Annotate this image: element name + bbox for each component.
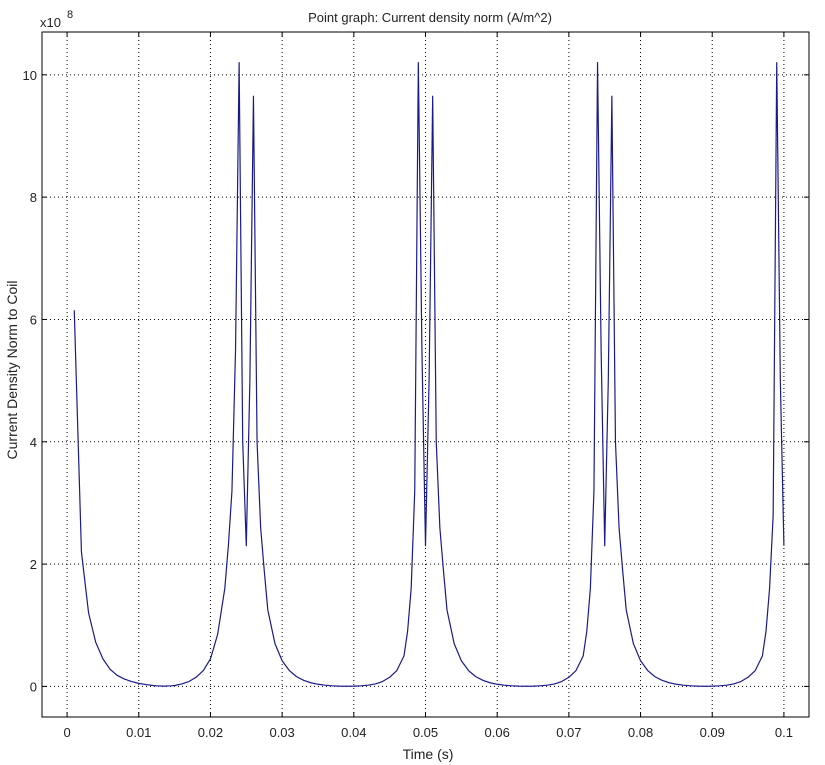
x-tick-label: 0.03 [269, 725, 294, 740]
x-tick-label: 0.01 [126, 725, 151, 740]
y-tick-label: 0 [30, 679, 37, 694]
y-tick-label: 10 [23, 68, 37, 83]
chart-title: Point graph: Current density norm (A/m^2… [308, 10, 552, 25]
x-tick-label: 0.08 [628, 725, 653, 740]
x-tick-label: 0.06 [485, 725, 510, 740]
y-axis-exponent: x10 8 [40, 9, 73, 30]
tick-marks [42, 32, 809, 717]
x-tick-label: 0.07 [556, 725, 581, 740]
y-tick-label: 2 [30, 557, 37, 572]
plot-area-frame [41, 31, 810, 718]
y-axis-exponent-power: 8 [67, 9, 73, 21]
x-tick-label: 0 [63, 725, 70, 740]
tick-labels: 0 0.01 0.02 0.03 0.04 0.05 0.06 0.07 0.08 0.09 0.1… [23, 68, 793, 740]
grid-lines [42, 32, 809, 717]
y-axis-exponent-base: x10 [40, 15, 61, 30]
series-line [73, 61, 785, 687]
x-axis-label: Time (s) [403, 746, 454, 762]
y-tick-label: 6 [30, 312, 37, 327]
x-tick-label: 0.04 [341, 725, 366, 740]
x-tick-label: 0.05 [413, 725, 438, 740]
y-tick-label: 4 [30, 435, 37, 450]
x-tick-label: 0.02 [198, 725, 223, 740]
x-tick-label: 0.1 [775, 725, 793, 740]
y-tick-label: 8 [30, 190, 37, 205]
x-tick-label: 0.09 [700, 725, 725, 740]
y-axis-label: Current Density Norm to Coil [4, 281, 20, 460]
